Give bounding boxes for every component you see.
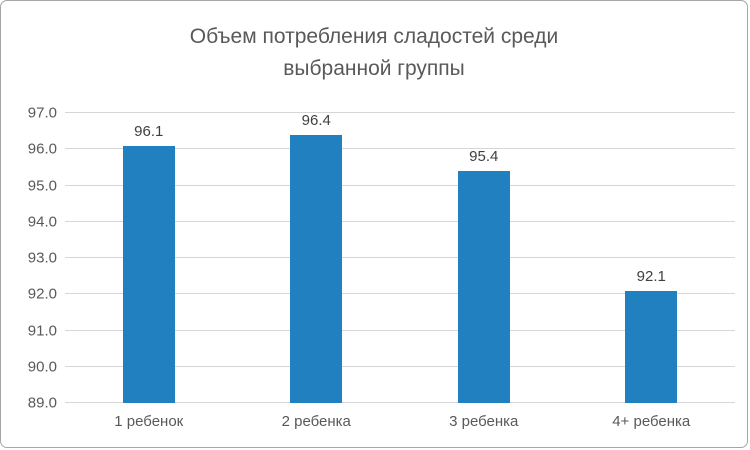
x-tick-label: 4+ ребенка: [612, 413, 691, 430]
gridline: [65, 329, 735, 331]
bar-value-label: 96.1: [134, 122, 164, 140]
y-tick-label: 91.0: [27, 322, 57, 339]
y-tick-label: 94.0: [27, 213, 57, 231]
bar: [625, 290, 678, 403]
y-tick-label: 89.0: [27, 394, 57, 412]
gridline: [65, 148, 735, 150]
x-axis: 1 ребенок 2 ребенка 3 ребенка 4+ ребенка: [65, 413, 735, 437]
bar: [122, 145, 175, 403]
bar-slot: 92.1: [568, 113, 736, 403]
x-tick-label: 2 ребенка: [281, 413, 351, 430]
y-tick-label: 97.0: [27, 104, 57, 122]
bar-slot: 95.4: [400, 113, 568, 403]
x-tick-label: 1 ребенок: [114, 413, 184, 430]
y-tick-label: 96.0: [27, 140, 57, 158]
bar: [457, 171, 510, 403]
y-tick-label: 92.0: [27, 285, 57, 303]
gridline: [65, 112, 735, 113]
gridline: [65, 365, 735, 367]
gridline: [65, 184, 735, 186]
bar-slot: 96.1: [65, 113, 233, 403]
y-tick-label: 93.0: [27, 249, 57, 267]
bar-value-label: 95.4: [469, 148, 499, 165]
gridline: [65, 293, 735, 295]
x-tick-label: 3 ребенка: [449, 413, 519, 430]
y-tick-label: 90.0: [27, 358, 57, 376]
bar-value-label: 96.4: [301, 111, 331, 129]
gridline: [65, 220, 735, 222]
gridline: [65, 402, 735, 403]
bar-slot: 96.4: [233, 111, 401, 403]
bar-value-label: 92.1: [636, 267, 666, 285]
chart-title-line-1: Объем потребления сладостей среди: [189, 25, 559, 48]
plot-area: 96.1 96.4 95.4 92.1: [65, 111, 736, 403]
gridline: [65, 257, 735, 258]
chart-title-line-2: выбранной группы: [283, 57, 465, 80]
y-tick-label: 95.0: [27, 177, 57, 194]
bar: [290, 134, 343, 403]
y-axis: 89.0 90.0 91.0 92.0 93.0 94.0 95.0 96.0 97.0: [9, 105, 57, 412]
chart-title: Объем потребления сладостей среди выбран…: [1, 21, 747, 85]
